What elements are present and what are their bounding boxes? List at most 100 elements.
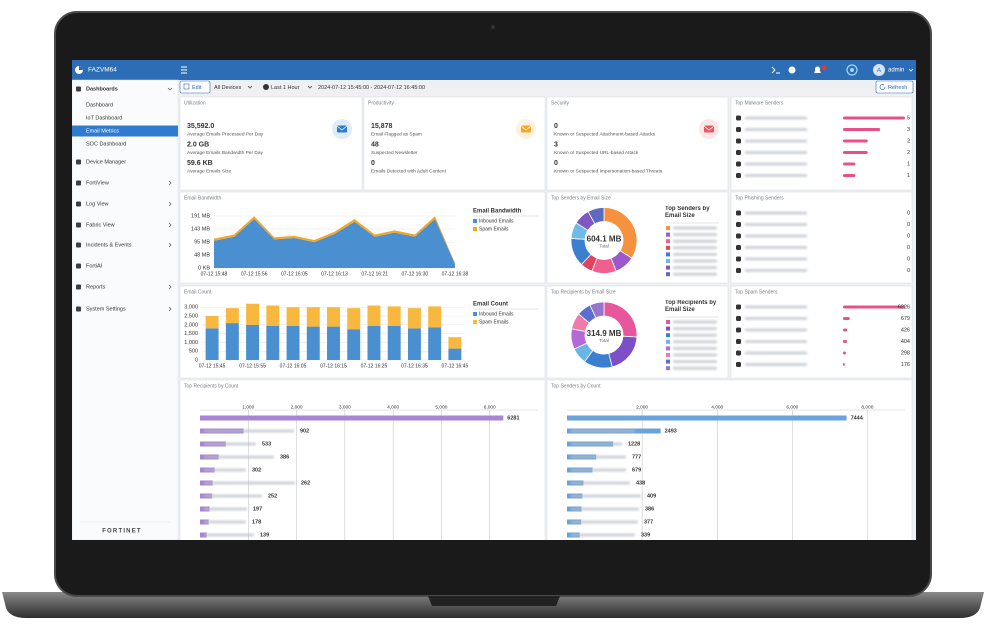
row-icon	[736, 268, 741, 273]
widget	[363, 96, 546, 191]
x-tick-label: 3,000	[339, 404, 351, 410]
value-label: 0	[907, 245, 910, 251]
donut-total-label: Total	[599, 338, 609, 343]
widget	[730, 285, 913, 379]
legend-swatch	[666, 359, 670, 364]
stat-label: Emails Detected with Adult Content	[371, 168, 447, 174]
redacted-text	[204, 494, 262, 498]
menu-toggle[interactable]	[181, 66, 187, 74]
avatar[interactable]	[873, 64, 885, 76]
time-range[interactable]: Last 1 Hour	[271, 85, 300, 91]
bar	[367, 325, 381, 360]
range-caret	[307, 85, 313, 89]
ai-icon[interactable]	[846, 64, 858, 76]
menu-selected	[72, 125, 178, 137]
value-label: 409	[647, 493, 656, 499]
bar	[200, 532, 207, 538]
bar	[347, 329, 361, 360]
menu-item[interactable]: Reports	[86, 284, 106, 290]
legend-swatch	[666, 252, 670, 257]
legend-swatch	[666, 339, 670, 344]
redacted-text	[571, 455, 626, 459]
top-bar	[72, 60, 916, 80]
value-label: 3	[907, 127, 910, 133]
bar	[327, 326, 340, 360]
value-label: 679	[901, 316, 910, 322]
value-label: 902	[300, 428, 309, 434]
redacted-text	[204, 481, 295, 485]
refresh-label: Refresh	[888, 85, 907, 91]
bar	[567, 415, 847, 421]
redacted-text	[673, 333, 717, 337]
donut-total-label: Total	[599, 244, 609, 249]
list-bar	[843, 174, 856, 177]
user-name[interactable]: admin	[888, 68, 904, 74]
list-bar	[843, 151, 868, 154]
redacted-text	[745, 363, 807, 366]
redacted-text	[673, 366, 717, 370]
redacted-text	[204, 507, 247, 511]
x-tick-label: 07-12 15:55	[239, 363, 266, 369]
stat-label: Suspected Newsletter	[371, 150, 418, 156]
legend-swatch	[666, 353, 670, 357]
bell-icon[interactable]	[814, 66, 821, 74]
value-label: 1228	[628, 441, 640, 447]
bar	[225, 308, 239, 324]
value-label: 377	[644, 519, 653, 525]
x-tick-label: 2,000	[636, 404, 648, 410]
menu-item[interactable]: FortiAI	[86, 263, 103, 269]
value-label: 2	[907, 138, 910, 144]
device-caret	[247, 85, 253, 89]
x-tick-label: 4,000	[711, 404, 723, 410]
refresh-button[interactable]	[875, 80, 914, 94]
menu-icon	[76, 180, 81, 186]
value-label: 2493	[665, 428, 677, 434]
row-icon	[736, 316, 741, 321]
submenu-item[interactable]: IoT Dashboard	[86, 115, 122, 121]
menu-item[interactable]: Incidents & Events	[86, 242, 132, 248]
bell-badge	[821, 65, 827, 71]
row-icon	[736, 304, 741, 310]
value-label: 176	[901, 362, 910, 368]
value-label: 1	[907, 161, 910, 167]
menu-item[interactable]: Fabric View	[86, 222, 115, 228]
stat-value: 2.0 GB	[187, 141, 209, 148]
value-label: 404	[901, 339, 910, 345]
redacted-text	[673, 252, 717, 256]
stat-value: 35,592.0	[187, 123, 214, 130]
y-tick-label: 0 KB	[198, 265, 210, 271]
widget-title: Top Phishing Senders	[735, 195, 784, 201]
menu-icon	[76, 306, 81, 312]
legend-swatch	[473, 219, 477, 223]
menu-item[interactable]: Dashboards	[86, 86, 118, 92]
help-icon[interactable]	[788, 66, 796, 74]
redacted-text	[673, 246, 717, 250]
stat-value: 59.6 KB	[187, 160, 213, 167]
value-label: 6281	[507, 415, 519, 421]
menu-item[interactable]: FortiView	[86, 180, 109, 186]
menu-chevron	[168, 201, 172, 207]
bar	[205, 316, 219, 329]
bar	[266, 305, 280, 326]
x-tick-label: 5,000	[435, 404, 447, 410]
legend-label: Spam Emails	[479, 226, 509, 232]
submenu-item[interactable]: Dashboard	[86, 102, 113, 108]
widget-title: Productivity	[368, 100, 394, 106]
submenu-item[interactable]: SOC Dashboard	[86, 141, 126, 147]
stat-label: Known or Suspected Attachment-based Atta…	[554, 131, 656, 137]
x-tick-label: 1,000	[242, 404, 254, 410]
row-icon	[736, 161, 741, 167]
menu-icon	[76, 86, 81, 92]
submenu-item[interactable]: Email Metrics	[86, 128, 119, 134]
row-icon	[736, 138, 741, 144]
redacted-text	[745, 128, 807, 131]
menu-item[interactable]: System Settings	[86, 306, 126, 312]
y-tick-label: 0	[195, 357, 198, 363]
x-tick-label: 07-12 16:05	[280, 363, 307, 369]
menu-item[interactable]: Device Manager	[86, 159, 126, 165]
device-filter[interactable]: All Devices	[214, 85, 241, 91]
redacted-text	[204, 533, 254, 537]
cli-icon[interactable]	[771, 66, 780, 74]
menu-item[interactable]: Log View	[86, 201, 109, 207]
